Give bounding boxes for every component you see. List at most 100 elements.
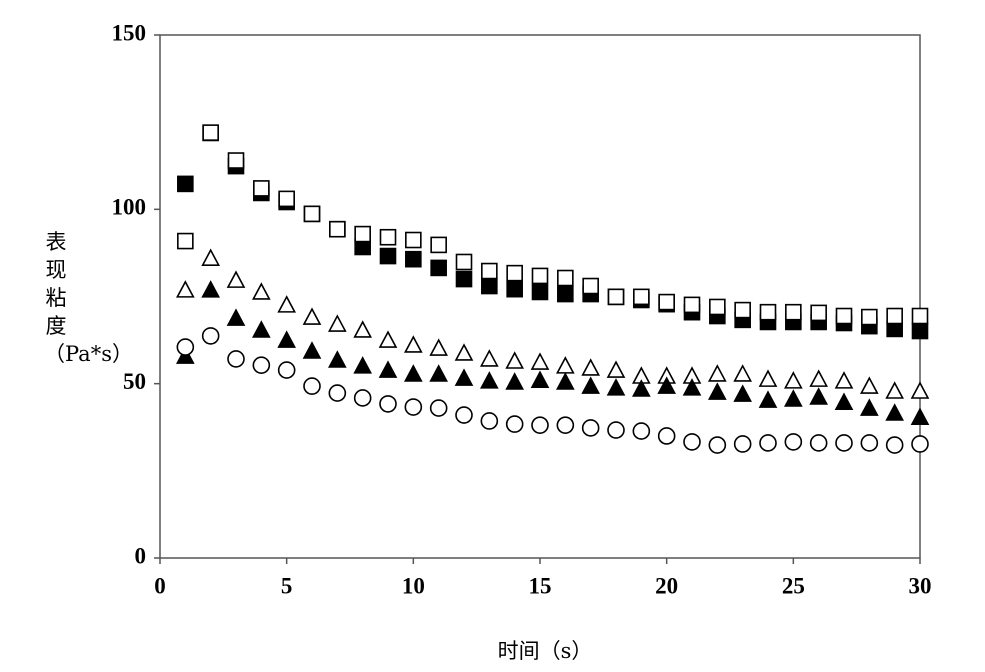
circle-marker [784, 433, 803, 451]
x-tick-label: 10 [402, 573, 425, 598]
square-marker [278, 190, 295, 208]
triangle-marker [201, 280, 221, 298]
triangle-marker [707, 382, 727, 400]
triangle-marker [809, 369, 829, 387]
circle-marker [429, 399, 448, 417]
triangle-marker [885, 403, 905, 421]
triangle-marker [682, 378, 702, 396]
square-marker [177, 232, 194, 250]
triangle-marker [758, 369, 778, 387]
circle-marker [556, 416, 575, 434]
x-tick-label: 30 [909, 573, 932, 598]
triangle-marker [302, 341, 322, 359]
square-marker [379, 228, 397, 246]
triangle-marker [277, 330, 296, 348]
circle-marker [733, 435, 752, 453]
square-marker [227, 152, 245, 169]
triangle-marker [859, 376, 879, 394]
triangle-marker [302, 307, 322, 325]
square-marker [430, 259, 447, 277]
triangle-marker [404, 335, 423, 353]
circle-marker [581, 419, 600, 437]
circle-marker [480, 412, 499, 430]
triangle-marker [631, 379, 651, 397]
y-axis-label: 表现粘度（Pa*s） [44, 230, 133, 366]
circle-marker [835, 434, 853, 452]
square-marker [861, 308, 878, 326]
square-marker [405, 231, 422, 249]
circle-marker [201, 327, 220, 345]
x-tick-label: 15 [529, 573, 552, 598]
circle-marker [176, 338, 195, 356]
square-marker [557, 285, 574, 303]
triangle-marker [555, 356, 575, 374]
triangle-marker [606, 360, 626, 378]
square-marker [911, 322, 929, 340]
triangle-marker [251, 320, 271, 338]
square-marker [481, 262, 498, 280]
x-tick-label: 0 [154, 573, 166, 598]
square-marker [177, 175, 194, 193]
square-marker [709, 298, 726, 316]
triangle-marker [277, 295, 296, 313]
triangle-marker [707, 364, 727, 382]
circle-marker [683, 433, 701, 451]
triangle-marker [454, 368, 474, 386]
square-marker [481, 277, 498, 295]
square-marker [785, 303, 802, 321]
triangle-marker [251, 282, 271, 300]
triangle-marker [733, 384, 753, 402]
square-marker [658, 293, 675, 311]
square-marker [683, 296, 701, 314]
square-marker [582, 277, 599, 295]
triangle-marker [378, 360, 398, 378]
triangle-marker [733, 364, 753, 382]
triangle-marker [353, 320, 372, 338]
triangle-marker [530, 352, 550, 370]
y-tick-label: 100 [112, 195, 147, 220]
triangle-marker [581, 376, 601, 394]
square-marker [253, 180, 270, 197]
circle-marker [252, 356, 271, 374]
y-tick-label: 150 [112, 20, 147, 45]
triangle-marker [834, 371, 854, 389]
circle-marker [303, 377, 321, 395]
square-marker [557, 269, 574, 287]
circle-marker [505, 415, 524, 433]
square-marker [835, 307, 853, 325]
triangle-marker [505, 372, 525, 390]
triangle-marker [480, 371, 499, 389]
triangle-marker [859, 398, 879, 416]
circle-marker [911, 435, 929, 453]
square-marker [810, 304, 827, 322]
square-marker [506, 280, 523, 298]
square-marker [455, 270, 473, 288]
y-tick-label: 50 [123, 369, 146, 394]
circle-marker [809, 434, 828, 452]
square-marker [633, 288, 650, 306]
circle-marker [860, 434, 879, 452]
square-marker [303, 205, 321, 223]
square-marker [202, 124, 219, 141]
triangle-marker [758, 390, 778, 408]
x-tick-label: 25 [782, 573, 805, 598]
triangle-marker [505, 351, 525, 369]
circle-marker [227, 350, 245, 368]
circle-marker [708, 436, 727, 454]
triangle-marker [910, 381, 930, 399]
square-marker [455, 253, 473, 271]
square-marker [405, 250, 422, 268]
triangle-marker [328, 314, 347, 332]
triangle-marker [378, 330, 398, 348]
square-marker [607, 288, 625, 306]
triangle-marker [454, 343, 474, 361]
circle-marker [328, 384, 347, 402]
triangle-marker [429, 364, 448, 382]
y-tick-label: 0 [135, 543, 147, 568]
triangle-marker [530, 370, 550, 388]
square-marker [531, 283, 549, 301]
square-marker [379, 247, 397, 265]
triangle-marker [606, 378, 626, 396]
circle-marker [607, 421, 625, 439]
